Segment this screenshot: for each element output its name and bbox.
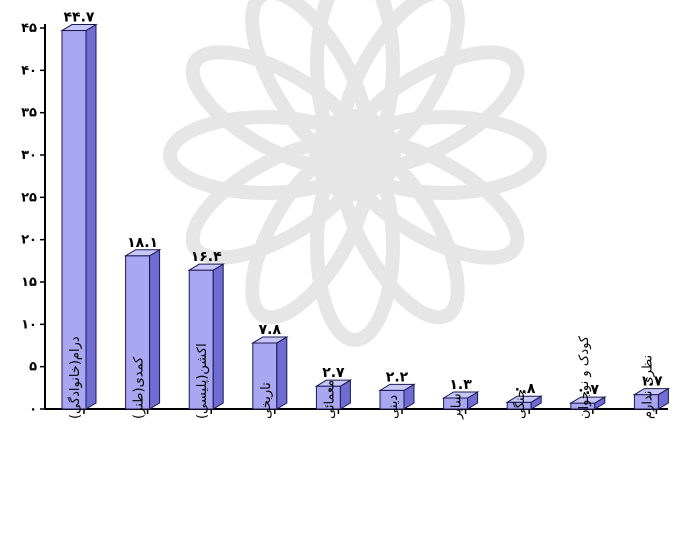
- y-tick-label: ۵: [29, 360, 37, 375]
- bar-side: [85, 23, 97, 410]
- bar-top: [632, 388, 671, 396]
- bar-front: [188, 269, 214, 410]
- bar-side: [276, 336, 288, 410]
- bar: [250, 336, 289, 410]
- bar-top: [60, 24, 98, 32]
- category-label: معمائی: [322, 380, 337, 419]
- bar-top: [378, 383, 416, 391]
- category-label: جنگی: [512, 389, 528, 419]
- bar: [187, 263, 226, 410]
- bar: [378, 383, 416, 410]
- value-label: ۱۸.۱: [127, 235, 158, 251]
- bar: [60, 23, 98, 410]
- bar-side: [149, 248, 161, 410]
- category-label: کودک و نوجوان: [577, 335, 592, 419]
- category-label: اکشن(پلیسی): [195, 343, 210, 419]
- bar-top: [187, 263, 226, 271]
- bar-front: [252, 342, 278, 410]
- bar: [505, 395, 544, 410]
- y-tick-label: ۴۰: [21, 63, 37, 78]
- y-tick-label: ۲۵: [21, 190, 37, 205]
- y-tick-label: ۱۰: [21, 317, 37, 332]
- bar-top: [123, 249, 162, 257]
- bar: [568, 396, 607, 410]
- category-label: نظری ندارم: [640, 355, 655, 419]
- value-label: ۰.۷: [577, 382, 600, 398]
- category-label: سایر: [450, 393, 465, 420]
- value-label: ۱۶.۴: [191, 249, 222, 265]
- category-label: کمدی(طنز): [132, 356, 147, 419]
- value-label: ۴۴.۷: [64, 10, 95, 26]
- y-tick-label: ۱۵: [21, 275, 37, 290]
- value-label: ۷.۸: [259, 322, 282, 338]
- category-label: تاریخی: [259, 382, 274, 419]
- value-label: ۲.۷: [322, 365, 345, 381]
- y-tick-label: ۰: [29, 402, 37, 417]
- watermark-emblem: [163, 0, 547, 347]
- bar-front: [125, 255, 151, 410]
- bar: [632, 387, 671, 410]
- y-tick-label: ۳۵: [21, 106, 37, 121]
- bar-side: [212, 263, 224, 410]
- bar-top: [314, 379, 353, 387]
- y-tick-label: ۲۰: [21, 233, 37, 248]
- bar: [441, 391, 480, 410]
- bar-top: [568, 396, 607, 404]
- category-label: دینی: [386, 395, 401, 419]
- chart-labels: ۴۴.۷ درام(خانوادگی) ۱۸.۱ کمدی(طنز) ۱۶.۴ اکشن(…: [64, 10, 664, 420]
- value-label: ۰.۸: [513, 381, 536, 397]
- bar-top: [250, 336, 289, 344]
- value-label: ۱.۳: [449, 377, 472, 393]
- bar-top: [441, 391, 480, 399]
- bar: [123, 248, 162, 410]
- value-label: ۲.۲: [386, 369, 409, 385]
- category-label: درام(خانوادگی): [67, 336, 83, 419]
- bar-series: [60, 23, 671, 410]
- y-tick-label: ۳۰: [21, 148, 37, 163]
- bar: [314, 379, 353, 410]
- value-label: ۱.۷: [640, 374, 663, 390]
- y-tick-label: ۴۵: [21, 21, 37, 36]
- bar-top: [505, 395, 544, 403]
